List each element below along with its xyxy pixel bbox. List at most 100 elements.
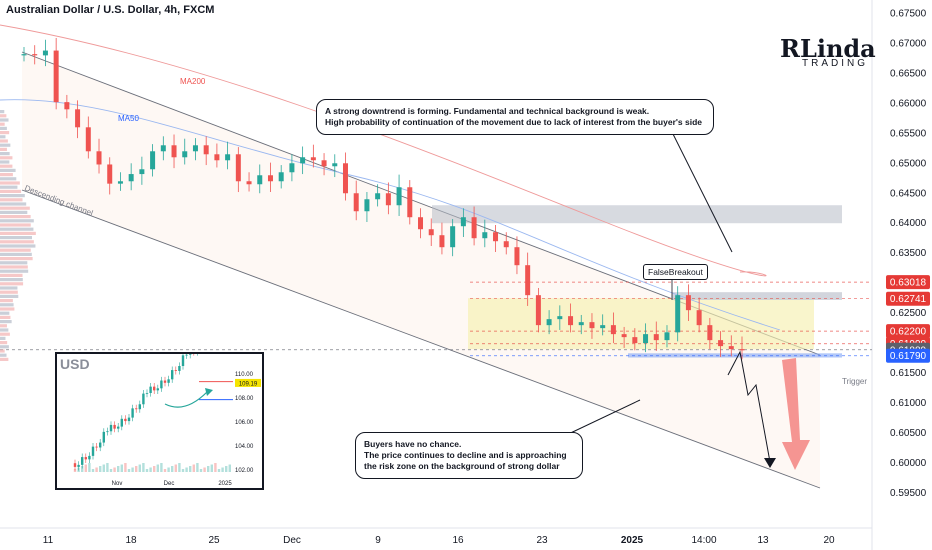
inset-volume-bar [228,464,231,472]
candle-body [696,310,702,326]
inset-volume-bar [117,466,120,472]
inset-volume-bar [102,464,105,472]
volume-profile-bar [0,177,17,181]
usd-inset-chart: USD 110.00 108.00 106.00 104.00 102.00 Nov Dec… [55,352,264,490]
inset-candle-body [163,380,167,383]
inset-volume-bar [84,464,87,472]
volume-profile-bar [0,269,29,273]
candle-body [407,187,413,218]
inset-candle-body [167,379,170,383]
inset-volume-bar [73,469,77,472]
volume-profile-bar [0,131,10,135]
volume-profile-bar [0,332,10,336]
inset-volume-bar [127,469,131,472]
inset-candle-body [99,442,102,448]
inset-trend-arrowhead [205,388,213,396]
logo-subtitle: TRADING [802,58,868,69]
y-tick-label: 0.62500 [890,308,927,319]
inset-volume-bar [88,463,91,472]
inset-candle-body [171,370,174,380]
channel-lower-line [21,189,821,489]
inset-volume-bar [109,469,113,472]
candle-body [192,145,198,152]
candle-body [310,157,316,161]
x-tick-label: 2025 [621,535,644,546]
callout-top: A strong downtrend is forming. Fundament… [316,99,714,136]
ma200-label: MA200 [180,77,206,86]
x-tick-label: 20 [823,535,835,546]
inset-volume-bar [77,467,80,472]
inset-volume-bar [196,463,199,472]
volume-profile-bar [0,290,18,294]
inset-volume-bar [142,463,145,472]
inset-x-tick: 2025 [218,481,232,487]
inset-y-tick: 102.00 [235,468,254,474]
y-tick-label: 0.65000 [890,158,927,169]
volume-profile-bar [0,324,7,328]
candle-body [621,334,627,338]
candle-body [535,295,541,326]
volume-profile-bar [0,286,18,290]
candle-body [267,175,273,182]
inset-volume-bar [189,466,192,472]
volume-profile-bar [0,189,22,193]
price-tag-label: 0.62200 [890,327,927,338]
candle-body [653,334,659,341]
inset-candle-body [181,355,185,366]
callout-bottom-pointer [559,399,641,439]
candle-body [557,316,563,320]
candle-body [739,349,745,351]
volume-profile-bar [0,160,10,164]
price-tag-label: 0.62741 [890,294,927,305]
candle-body [128,174,134,182]
candle-body [546,319,552,326]
volume-profile-bar [0,261,28,265]
inset-volume-bar [181,469,185,472]
volume-profile-bar [0,341,8,345]
candle-body [503,241,509,248]
candle-body [64,102,70,110]
candle-body [160,145,166,152]
inset-candle-body [156,388,159,391]
candle-body [718,340,724,347]
x-tick-label: 16 [452,535,464,546]
candle-body [117,181,123,184]
inset-volume-bar [217,469,221,472]
down-arrow [782,358,810,470]
volume-profile-bar [0,278,23,282]
inset-candle-body [174,370,177,371]
volume-profile-bar [0,168,16,172]
candle-body [450,226,456,248]
volume-profile-bar [0,210,28,214]
candle-body [235,154,241,182]
volume-profile-bar [0,299,13,303]
inset-x-tick: Nov [112,481,123,487]
volume-profile-bar [0,164,13,168]
resistance-zone [432,205,842,224]
volume-profile-bar [0,198,23,202]
inset-volume-bar [149,467,152,472]
volume-profile-bar [0,307,15,311]
inset-y-tick: 106.00 [235,420,254,426]
inset-y-tick: 108.00 [235,396,254,402]
inset-candle-body [95,446,98,448]
candle-body [439,235,445,248]
candle-body [675,295,681,333]
candle-body [139,169,145,175]
candle-body [214,154,220,161]
volume-profile-bar [0,265,28,269]
volume-profile-bar [0,135,6,139]
volume-profile-bar [0,215,31,219]
candle-body [428,229,434,236]
inset-candle-body [131,408,134,418]
inset-volume-bar [138,464,141,472]
x-tick-label: 9 [375,535,381,546]
candle-body [53,50,59,103]
volume-profile-bar [0,328,9,332]
y-tick-label: 0.61500 [890,368,927,379]
inset-candle-body [138,404,141,410]
candle-body [707,325,713,341]
volume-profile-bar [0,227,34,231]
candle-body [107,164,113,184]
